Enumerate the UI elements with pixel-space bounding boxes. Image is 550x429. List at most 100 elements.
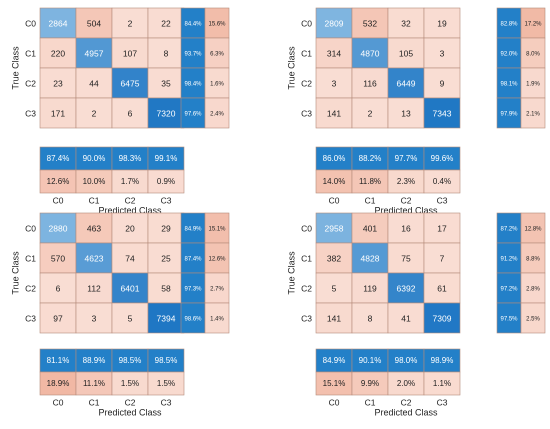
matrix-cell-value: 61 [437, 283, 447, 293]
matrix-cell-value: 171 [51, 108, 65, 118]
row-summary-correct-value: 98.4% [184, 82, 202, 88]
row-tick-label: C1 [25, 48, 36, 58]
row-summary-correct-cell [180, 97, 206, 129]
matrix-cell-value: 7 [440, 253, 445, 263]
matrix-cell-value: 4623 [85, 253, 104, 263]
matrix-cell [351, 37, 389, 69]
row-summary-error-cell [520, 272, 546, 304]
col-summary-error-value: 11.1% [83, 379, 105, 388]
matrix-cell-value: 4828 [361, 253, 380, 263]
row-summary-correct-cell [180, 302, 206, 334]
column-tick-label: C1 [365, 397, 376, 407]
matrix-cell [315, 37, 353, 69]
matrix-cell-value: 3 [92, 313, 97, 323]
row-summary-correct-cell [180, 272, 206, 304]
col-summary-error-cell [423, 169, 461, 194]
matrix-cell-value: 97 [53, 313, 63, 323]
matrix-cell [351, 302, 389, 334]
matrix-cell [387, 97, 425, 129]
col-summary-error-value: 1.5% [121, 379, 139, 388]
matrix-cell-value: 141 [327, 108, 341, 118]
matrix-cell [423, 97, 461, 129]
row-tick-label: C2 [301, 283, 312, 293]
row-summary-correct-value: 87.4% [184, 257, 202, 263]
col-summary-error-value: 0.4% [433, 177, 451, 186]
matrix-cell-value: 107 [123, 48, 137, 58]
row-summary-error-value: 8.8% [526, 257, 540, 263]
matrix-cell [387, 242, 425, 274]
col-summary-error-value: 14.0% [323, 177, 346, 186]
matrix-cell-value: 9 [440, 78, 445, 88]
matrix-cell [75, 97, 113, 129]
row-tick-label: C2 [25, 78, 36, 88]
row-summary-correct-cell [496, 302, 522, 334]
col-summary-correct-value: 90.0% [83, 154, 106, 163]
matrix-cell-value: 382 [327, 253, 341, 263]
row-summary-correct-value: 98.1% [500, 82, 518, 88]
matrix-cell-value: 74 [125, 253, 135, 263]
col-summary-correct-value: 88.9% [83, 356, 106, 365]
matrix-cell-value: 220 [51, 48, 65, 58]
row-summary-error-value: 1.6% [210, 82, 224, 88]
matrix-cell [147, 272, 185, 304]
row-summary-correct-cell [180, 67, 206, 99]
matrix-cell [75, 302, 113, 334]
matrix-cell-value: 2 [128, 18, 133, 28]
matrix-cell-value: 2958 [325, 223, 344, 233]
col-summary-correct-value: 98.3% [119, 154, 142, 163]
row-tick-label: C0 [25, 18, 36, 28]
matrix-cell [387, 302, 425, 334]
matrix-cell-value: 3 [332, 78, 337, 88]
col-summary-correct-value: 86.0% [323, 154, 346, 163]
row-tick-label: C1 [25, 253, 36, 263]
matrix-cell-value: 6 [128, 108, 133, 118]
column-tick-label: C1 [365, 195, 376, 205]
row-summary-error-cell [520, 302, 546, 334]
matrix-cell-value: 4870 [361, 48, 380, 58]
row-summary-error-cell [204, 302, 230, 334]
matrix-cell [423, 212, 461, 244]
matrix-cell-value: 141 [327, 313, 341, 323]
row-summary-correct-value: 84.9% [184, 227, 202, 233]
matrix-cell-value: 23 [53, 78, 63, 88]
x-axis-label: Predicted Class [98, 407, 162, 417]
col-summary-error-value: 1.1% [433, 379, 451, 388]
matrix-cell [147, 242, 185, 274]
matrix-cell [75, 242, 113, 274]
matrix-cell-value: 7343 [433, 108, 452, 118]
row-tick-label: C0 [301, 18, 312, 28]
matrix-cell-value: 116 [363, 78, 377, 88]
col-summary-error-value: 18.9% [47, 379, 70, 388]
confusion-matrix-panel-bottom-right: 2958 401 16 17 C0 382 4828 75 7 C1 5 119 6392 61 C2 141… [286, 212, 546, 417]
matrix-cell [423, 272, 461, 304]
row-summary-error-cell [520, 97, 546, 129]
col-summary-correct-value: 99.6% [431, 154, 454, 163]
row-tick-label: C3 [301, 108, 312, 118]
matrix-cell-value: 7394 [157, 313, 176, 323]
column-tick-label: C0 [329, 195, 340, 205]
row-summary-correct-value: 82.8% [500, 22, 518, 28]
col-summary-error-cell [147, 371, 185, 396]
confusion-matrix-panel-top-right: 2809 532 32 19 C0 314 4870 105 3 C1 3 116 6449 9 C2 141… [286, 7, 546, 215]
matrix-cell-value: 20 [125, 223, 135, 233]
row-summary-error-cell [204, 7, 230, 39]
matrix-cell-value: 35 [161, 78, 171, 88]
col-summary-correct-value: 87.4% [47, 154, 70, 163]
row-summary-error-cell [204, 37, 230, 69]
row-summary-error-value: 2.8% [526, 287, 540, 293]
matrix-cell [423, 302, 461, 334]
row-tick-label: C3 [25, 313, 36, 323]
matrix-cell-value: 29 [161, 223, 171, 233]
col-summary-error-value: 11.8% [359, 177, 381, 186]
matrix-cell-value: 6401 [121, 283, 140, 293]
matrix-cell-value: 2 [368, 108, 373, 118]
matrix-cell [423, 7, 461, 39]
column-tick-label: C3 [161, 397, 172, 407]
column-tick-label: C2 [125, 195, 136, 205]
matrix-cell-value: 7320 [157, 108, 176, 118]
matrix-cell [75, 272, 113, 304]
row-summary-correct-value: 91.2% [500, 257, 518, 263]
row-tick-label: C0 [301, 223, 312, 233]
matrix-cell [39, 7, 77, 39]
row-summary-correct-cell [496, 7, 522, 39]
